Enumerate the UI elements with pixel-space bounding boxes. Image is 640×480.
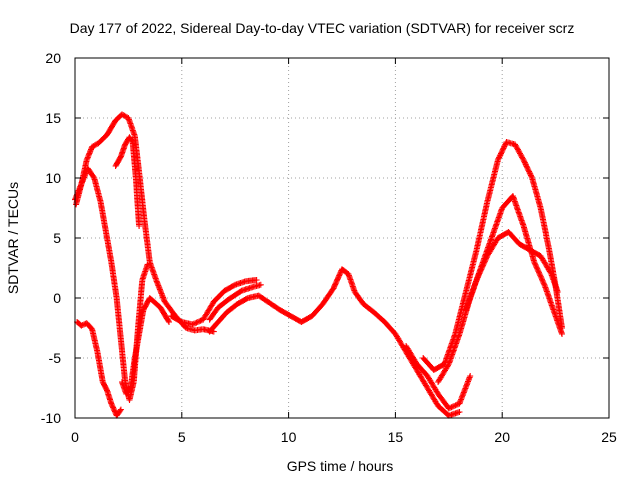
x-tick-label: 20 xyxy=(494,429,510,445)
series-arc11 xyxy=(435,193,565,385)
y-tick-label: 5 xyxy=(53,230,61,246)
y-tick-label: -10 xyxy=(41,410,61,426)
y-tick-label: 0 xyxy=(53,290,61,306)
series-arc12 xyxy=(462,229,561,313)
series-arc4 xyxy=(112,134,143,229)
grid-lines xyxy=(75,58,609,418)
x-tick-label: 0 xyxy=(71,429,79,445)
y-axis-label: SDTVAR / TECUs xyxy=(5,182,21,294)
y-tick-label: -5 xyxy=(49,350,62,366)
series-arc8 xyxy=(206,266,463,419)
series-arc6 xyxy=(168,277,260,328)
y-tick-label: 10 xyxy=(45,170,61,186)
series-arc9 xyxy=(403,343,474,412)
y-tick-label: 15 xyxy=(45,110,61,126)
x-tick-label: 25 xyxy=(601,429,617,445)
axis-ticks: 0 5 10 15 20 25 -10 -5 0 5 10 15 20 xyxy=(41,50,617,445)
data-markers xyxy=(72,111,565,419)
x-tick-label: 5 xyxy=(178,429,186,445)
series-arc5 xyxy=(119,295,172,397)
x-tick-label: 15 xyxy=(388,429,404,445)
x-tick-label: 10 xyxy=(281,429,297,445)
x-axis-label: GPS time / hours xyxy=(287,458,394,474)
series-arc3 xyxy=(74,319,124,419)
y-tick-label: 20 xyxy=(45,50,61,66)
series-arc7 xyxy=(206,281,264,323)
chart-title: Day 177 of 2022, Sidereal Day-to-day VTE… xyxy=(70,20,575,36)
